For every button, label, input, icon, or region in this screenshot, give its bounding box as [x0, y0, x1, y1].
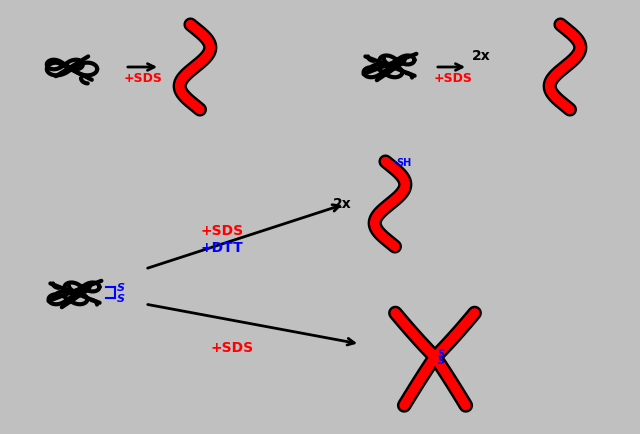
- Text: S: S: [438, 355, 445, 365]
- Text: S: S: [116, 282, 124, 292]
- Text: +SDS: +SDS: [210, 340, 253, 354]
- Text: 2x: 2x: [472, 49, 491, 63]
- Text: +DTT: +DTT: [200, 240, 243, 254]
- Text: S: S: [438, 348, 445, 358]
- Text: +SDS: +SDS: [200, 224, 243, 237]
- Text: 2x: 2x: [333, 197, 352, 210]
- Text: S: S: [116, 294, 124, 304]
- Text: +SDS: +SDS: [434, 72, 473, 85]
- Text: SH: SH: [397, 157, 412, 167]
- Text: +SDS: +SDS: [124, 72, 163, 85]
